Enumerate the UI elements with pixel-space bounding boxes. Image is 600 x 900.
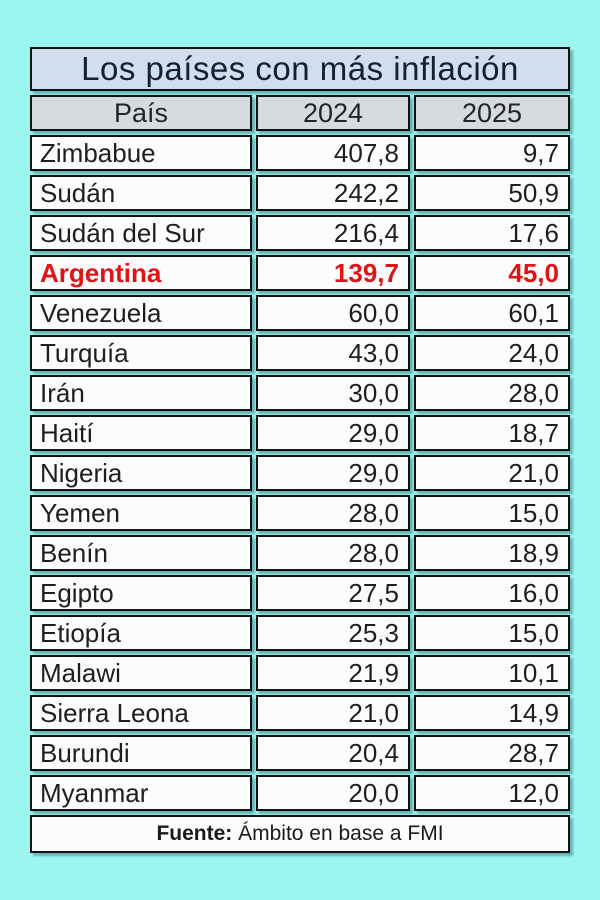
table-row: Sierra Leona 21,0 14,9	[30, 695, 570, 731]
value-2024-cell: 216,4	[256, 215, 410, 251]
country-cell: Haití	[30, 415, 252, 451]
value-2024-cell: 28,0	[256, 495, 410, 531]
country-cell: Etiopía	[30, 615, 252, 651]
value-2024-cell: 28,0	[256, 535, 410, 571]
table-row: Nigeria 29,0 21,0	[30, 455, 570, 491]
table-row: Yemen 28,0 15,0	[30, 495, 570, 531]
table-row: Sudán del Sur 216,4 17,6	[30, 215, 570, 251]
table-row: Myanmar 20,0 12,0	[30, 775, 570, 811]
country-cell: Myanmar	[30, 775, 252, 811]
value-2024-cell: 60,0	[256, 295, 410, 331]
table-row: Haití 29,0 18,7	[30, 415, 570, 451]
value-2025-cell: 60,1	[414, 295, 570, 331]
table-row: Benín 28,0 18,9	[30, 535, 570, 571]
source-footer: Fuente: Ámbito en base a FMI	[30, 815, 570, 853]
table-row: Venezuela 60,0 60,1	[30, 295, 570, 331]
value-2024-cell: 20,4	[256, 735, 410, 771]
table-row: Zimbabue 407,8 9,7	[30, 135, 570, 171]
value-2024-cell: 407,8	[256, 135, 410, 171]
value-2025-cell: 45,0	[414, 255, 570, 291]
value-2025-cell: 14,9	[414, 695, 570, 731]
value-2024-cell: 30,0	[256, 375, 410, 411]
value-2025-cell: 9,7	[414, 135, 570, 171]
table-row: Irán 30,0 28,0	[30, 375, 570, 411]
header-2024: 2024	[256, 95, 410, 131]
table-row: Etiopía 25,3 15,0	[30, 615, 570, 651]
table-row: Egipto 27,5 16,0	[30, 575, 570, 611]
value-2024-cell: 27,5	[256, 575, 410, 611]
country-cell: Turquía	[30, 335, 252, 371]
country-cell: Egipto	[30, 575, 252, 611]
value-2024-cell: 29,0	[256, 415, 410, 451]
table-row: Turquía 43,0 24,0	[30, 335, 570, 371]
value-2025-cell: 21,0	[414, 455, 570, 491]
value-2024-cell: 242,2	[256, 175, 410, 211]
value-2025-cell: 18,9	[414, 535, 570, 571]
country-cell: Irán	[30, 375, 252, 411]
inflation-table: Los países con más inflación País 2024 2…	[30, 47, 570, 853]
value-2025-cell: 18,7	[414, 415, 570, 451]
value-2024-cell: 29,0	[256, 455, 410, 491]
header-2025: 2025	[414, 95, 570, 131]
country-cell: Nigeria	[30, 455, 252, 491]
value-2025-cell: 17,6	[414, 215, 570, 251]
value-2025-cell: 16,0	[414, 575, 570, 611]
value-2025-cell: 50,9	[414, 175, 570, 211]
value-2025-cell: 12,0	[414, 775, 570, 811]
value-2024-cell: 20,0	[256, 775, 410, 811]
country-cell: Sudán	[30, 175, 252, 211]
header-row: País 2024 2025	[30, 95, 570, 131]
value-2024-cell: 25,3	[256, 615, 410, 651]
source-text: Ámbito en base a FMI	[232, 822, 444, 845]
value-2024-cell: 43,0	[256, 335, 410, 371]
value-2025-cell: 28,0	[414, 375, 570, 411]
table-title: Los países con más inflación	[30, 47, 570, 91]
country-cell: Sudán del Sur	[30, 215, 252, 251]
country-cell: Burundi	[30, 735, 252, 771]
country-cell: Venezuela	[30, 295, 252, 331]
country-cell: Sierra Leona	[30, 695, 252, 731]
value-2025-cell: 15,0	[414, 495, 570, 531]
value-2025-cell: 24,0	[414, 335, 570, 371]
country-cell: Argentina	[30, 255, 252, 291]
value-2024-cell: 139,7	[256, 255, 410, 291]
value-2025-cell: 15,0	[414, 615, 570, 651]
source-label: Fuente:	[156, 822, 233, 845]
country-cell: Zimbabue	[30, 135, 252, 171]
header-country: País	[30, 95, 252, 131]
value-2025-cell: 28,7	[414, 735, 570, 771]
table-row: Burundi 20,4 28,7	[30, 735, 570, 771]
country-cell: Yemen	[30, 495, 252, 531]
table-row: Malawi 21,9 10,1	[30, 655, 570, 691]
table-row: Sudán 242,2 50,9	[30, 175, 570, 211]
value-2024-cell: 21,0	[256, 695, 410, 731]
value-2025-cell: 10,1	[414, 655, 570, 691]
value-2024-cell: 21,9	[256, 655, 410, 691]
country-cell: Benín	[30, 535, 252, 571]
table-row-highlighted: Argentina 139,7 45,0	[30, 255, 570, 291]
country-cell: Malawi	[30, 655, 252, 691]
